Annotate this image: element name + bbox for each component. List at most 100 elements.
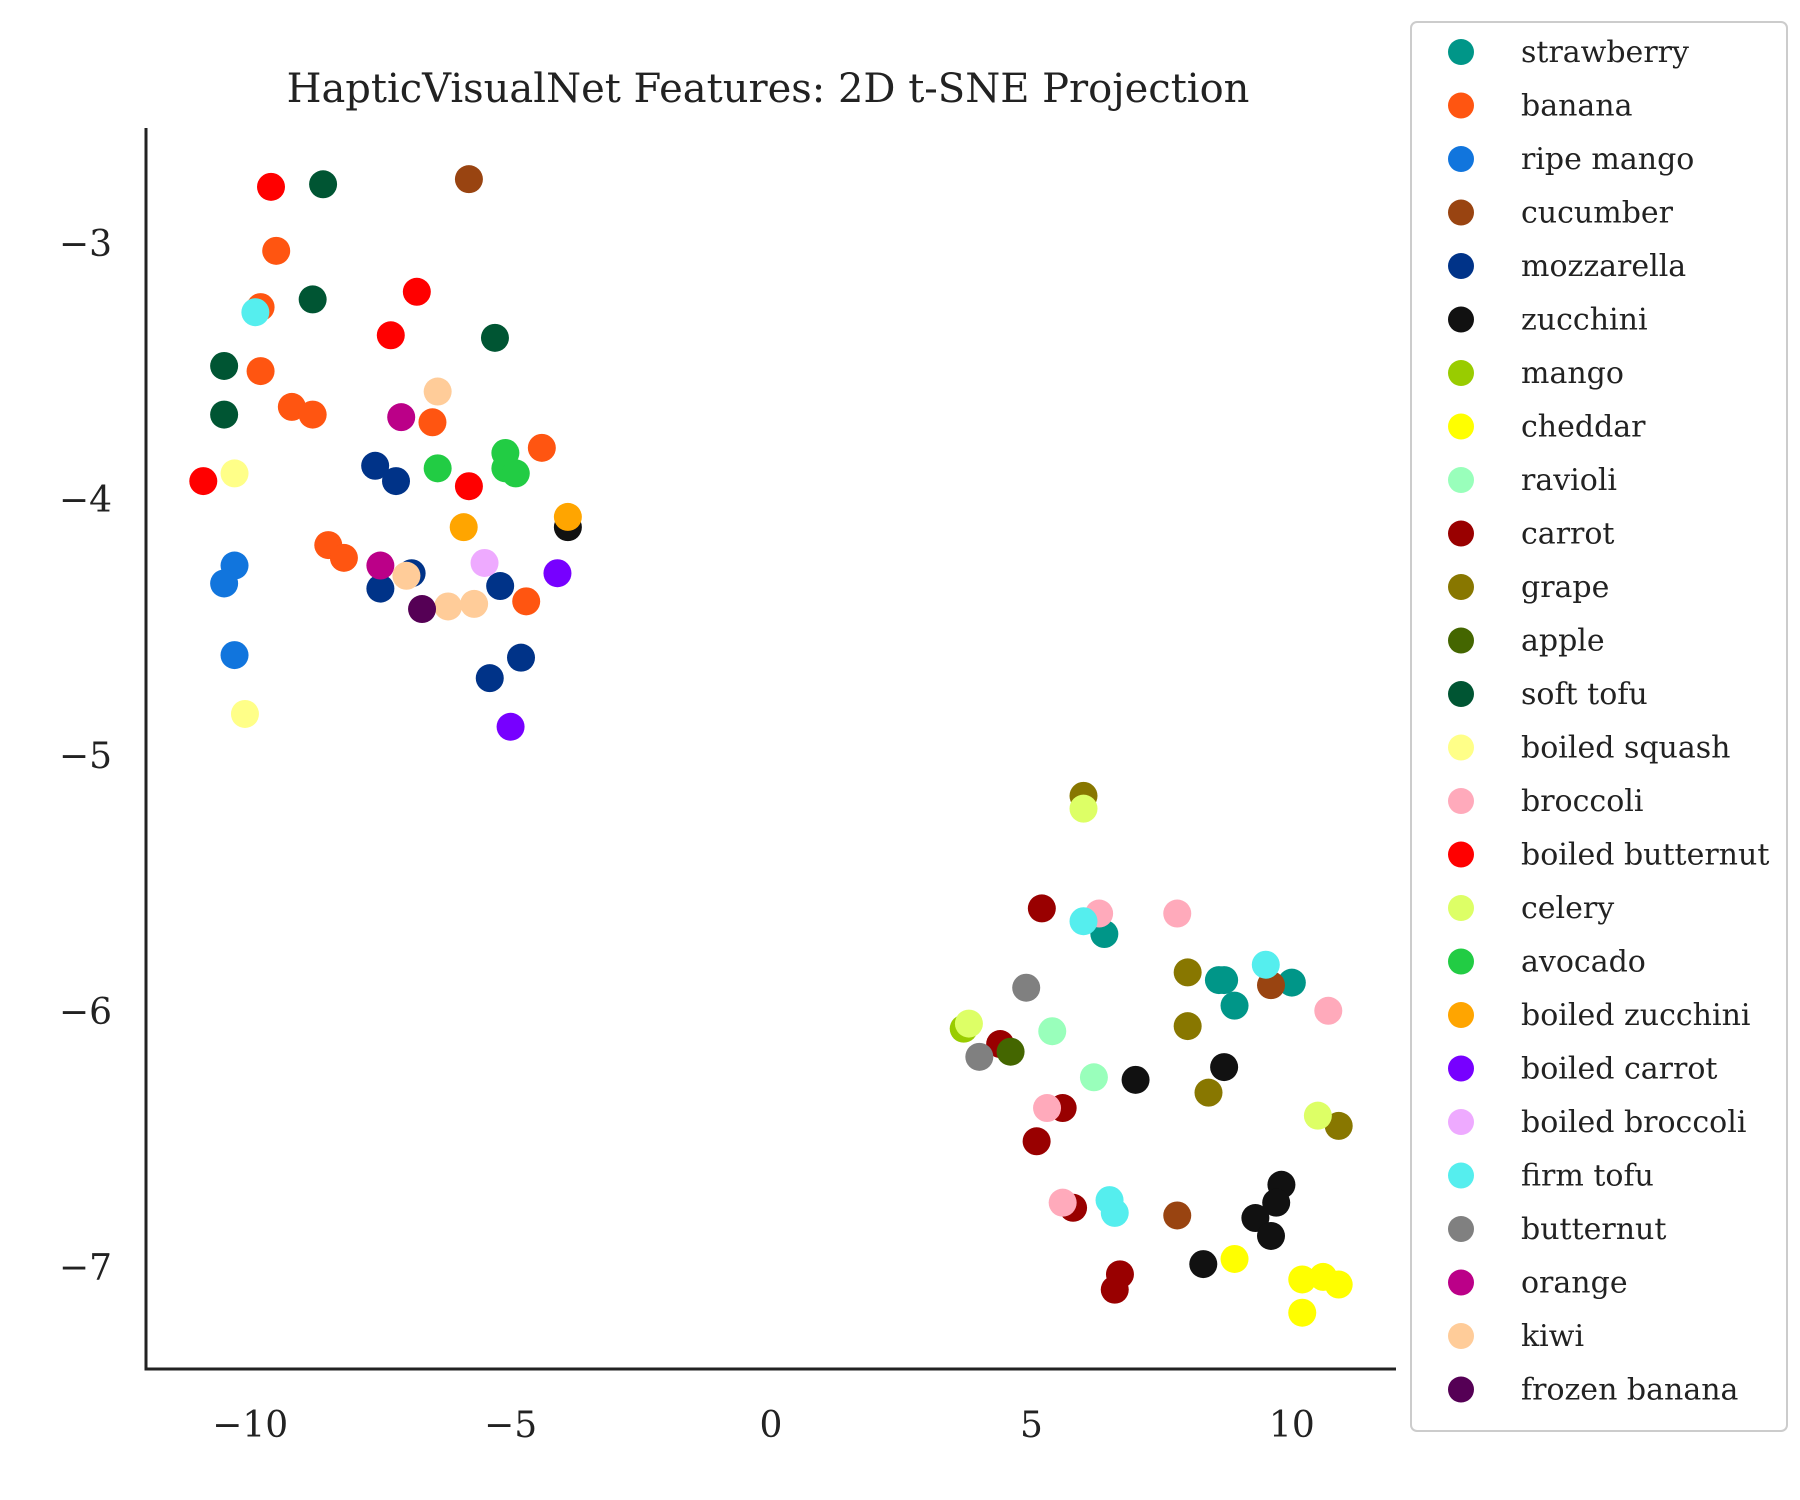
legend-label: celery <box>1521 891 1614 926</box>
scatter-point <box>1069 907 1098 936</box>
scatter-point <box>262 236 291 265</box>
scatter-point <box>230 699 259 728</box>
scatter-point <box>434 592 463 621</box>
legend-label: boiled zucchini <box>1521 998 1751 1033</box>
legend-marker <box>1448 146 1474 172</box>
data-points <box>189 165 1353 1327</box>
legend-label: cheddar <box>1521 410 1646 445</box>
chart-title: HapticVisualNet Features: 2D t-SNE Proje… <box>287 66 1250 112</box>
scatter-point <box>1220 991 1249 1020</box>
legend-marker <box>1448 520 1474 547</box>
legend-label: banana <box>1521 89 1633 124</box>
legend-label: mozzarella <box>1521 249 1686 284</box>
legend-marker <box>1448 1323 1474 1349</box>
x-tick-label: −10 <box>212 1405 288 1446</box>
scatter-point <box>257 172 285 201</box>
scatter-point <box>553 502 582 531</box>
scatter-point <box>1100 1275 1129 1304</box>
scatter-point <box>1163 899 1192 928</box>
legend-label: ripe mango <box>1521 142 1694 177</box>
legend-label: firm tofu <box>1521 1159 1654 1194</box>
scatter-point <box>1277 968 1306 997</box>
scatter-point <box>480 323 509 352</box>
scatter-point <box>996 1037 1025 1066</box>
scatter-point <box>507 643 535 672</box>
scatter-point <box>501 459 530 488</box>
legend-marker <box>1448 253 1474 279</box>
legend-marker <box>1448 1162 1474 1189</box>
scatter-point <box>220 459 249 488</box>
scatter-point <box>1210 966 1239 995</box>
legend-label: avocado <box>1521 945 1646 980</box>
scatter-point <box>449 513 478 542</box>
legend-label: strawberry <box>1521 35 1689 70</box>
x-tick-label: −5 <box>484 1405 537 1446</box>
scatter-point <box>298 285 327 314</box>
scatter-point <box>1324 1111 1353 1140</box>
legend-marker <box>1448 199 1474 226</box>
scatter-point <box>1163 1201 1192 1230</box>
scatter-point <box>1121 1065 1150 1094</box>
scatter-point <box>376 321 405 350</box>
scatter-point <box>329 543 358 572</box>
scatter-point <box>210 351 239 380</box>
y-tick-label: −4 <box>59 480 112 521</box>
scatter-point <box>361 451 390 480</box>
legend-label: cucumber <box>1521 196 1674 231</box>
legend-label: boiled butternut <box>1521 838 1769 873</box>
legend-marker <box>1448 734 1474 761</box>
scatter-point <box>402 277 431 306</box>
scatter-point <box>1303 1101 1332 1130</box>
scatter-point <box>1079 1063 1108 1092</box>
scatter-point <box>496 712 525 741</box>
scatter-point <box>392 561 421 590</box>
legend-label: orange <box>1521 1266 1628 1301</box>
scatter-point <box>527 433 556 462</box>
legend-label: carrot <box>1521 517 1615 552</box>
legend-label: kiwi <box>1521 1319 1584 1354</box>
y-tick-label: −6 <box>59 992 112 1033</box>
scatter-point <box>954 1009 983 1038</box>
scatter-point <box>1220 1244 1249 1273</box>
scatter-point <box>210 569 239 598</box>
scatter-point <box>1314 996 1343 1025</box>
scatter-point <box>1173 1012 1202 1041</box>
scatter-point <box>220 641 249 670</box>
legend-label: boiled carrot <box>1521 1052 1717 1087</box>
scatter-point <box>1288 1265 1317 1294</box>
legend-marker <box>1448 306 1474 333</box>
legend-marker <box>1448 681 1474 707</box>
scatter-point <box>366 574 395 603</box>
scatter-point <box>189 467 218 496</box>
scatter-point <box>418 408 447 437</box>
scatter-point <box>366 551 395 580</box>
x-tick-label: 10 <box>1269 1405 1315 1446</box>
scatter-point <box>512 587 541 616</box>
scatter-point <box>1189 1250 1218 1279</box>
legend-label: grape <box>1521 570 1609 605</box>
legend-marker <box>1448 1002 1474 1028</box>
legend-label: butternut <box>1521 1212 1666 1247</box>
legend-marker <box>1448 627 1474 654</box>
legend-marker <box>1448 1376 1474 1403</box>
scatter-point <box>1033 1094 1062 1123</box>
scatter-point <box>309 170 338 199</box>
legend: strawberry banana ripe mango cucumber mozzar… <box>1410 21 1788 1432</box>
scatter-point <box>1022 1127 1051 1156</box>
y-tick-label: −3 <box>59 224 112 265</box>
scatter-point <box>246 357 275 386</box>
scatter-point <box>1257 1221 1285 1250</box>
scatter-point <box>1324 1270 1353 1299</box>
scatter-point <box>454 472 483 501</box>
scatter-point <box>965 1042 994 1071</box>
scatter-point <box>423 454 452 483</box>
legend-marker <box>1448 1216 1474 1242</box>
legend-marker <box>1448 948 1474 975</box>
y-tick-label: −5 <box>59 736 112 777</box>
scatter-point <box>1069 794 1098 823</box>
legend-label: boiled squash <box>1521 731 1730 766</box>
legend-marker <box>1448 1269 1474 1296</box>
legend-label: broccoli <box>1521 784 1643 819</box>
scatter-point <box>460 589 489 618</box>
scatter-point <box>1210 1053 1239 1082</box>
